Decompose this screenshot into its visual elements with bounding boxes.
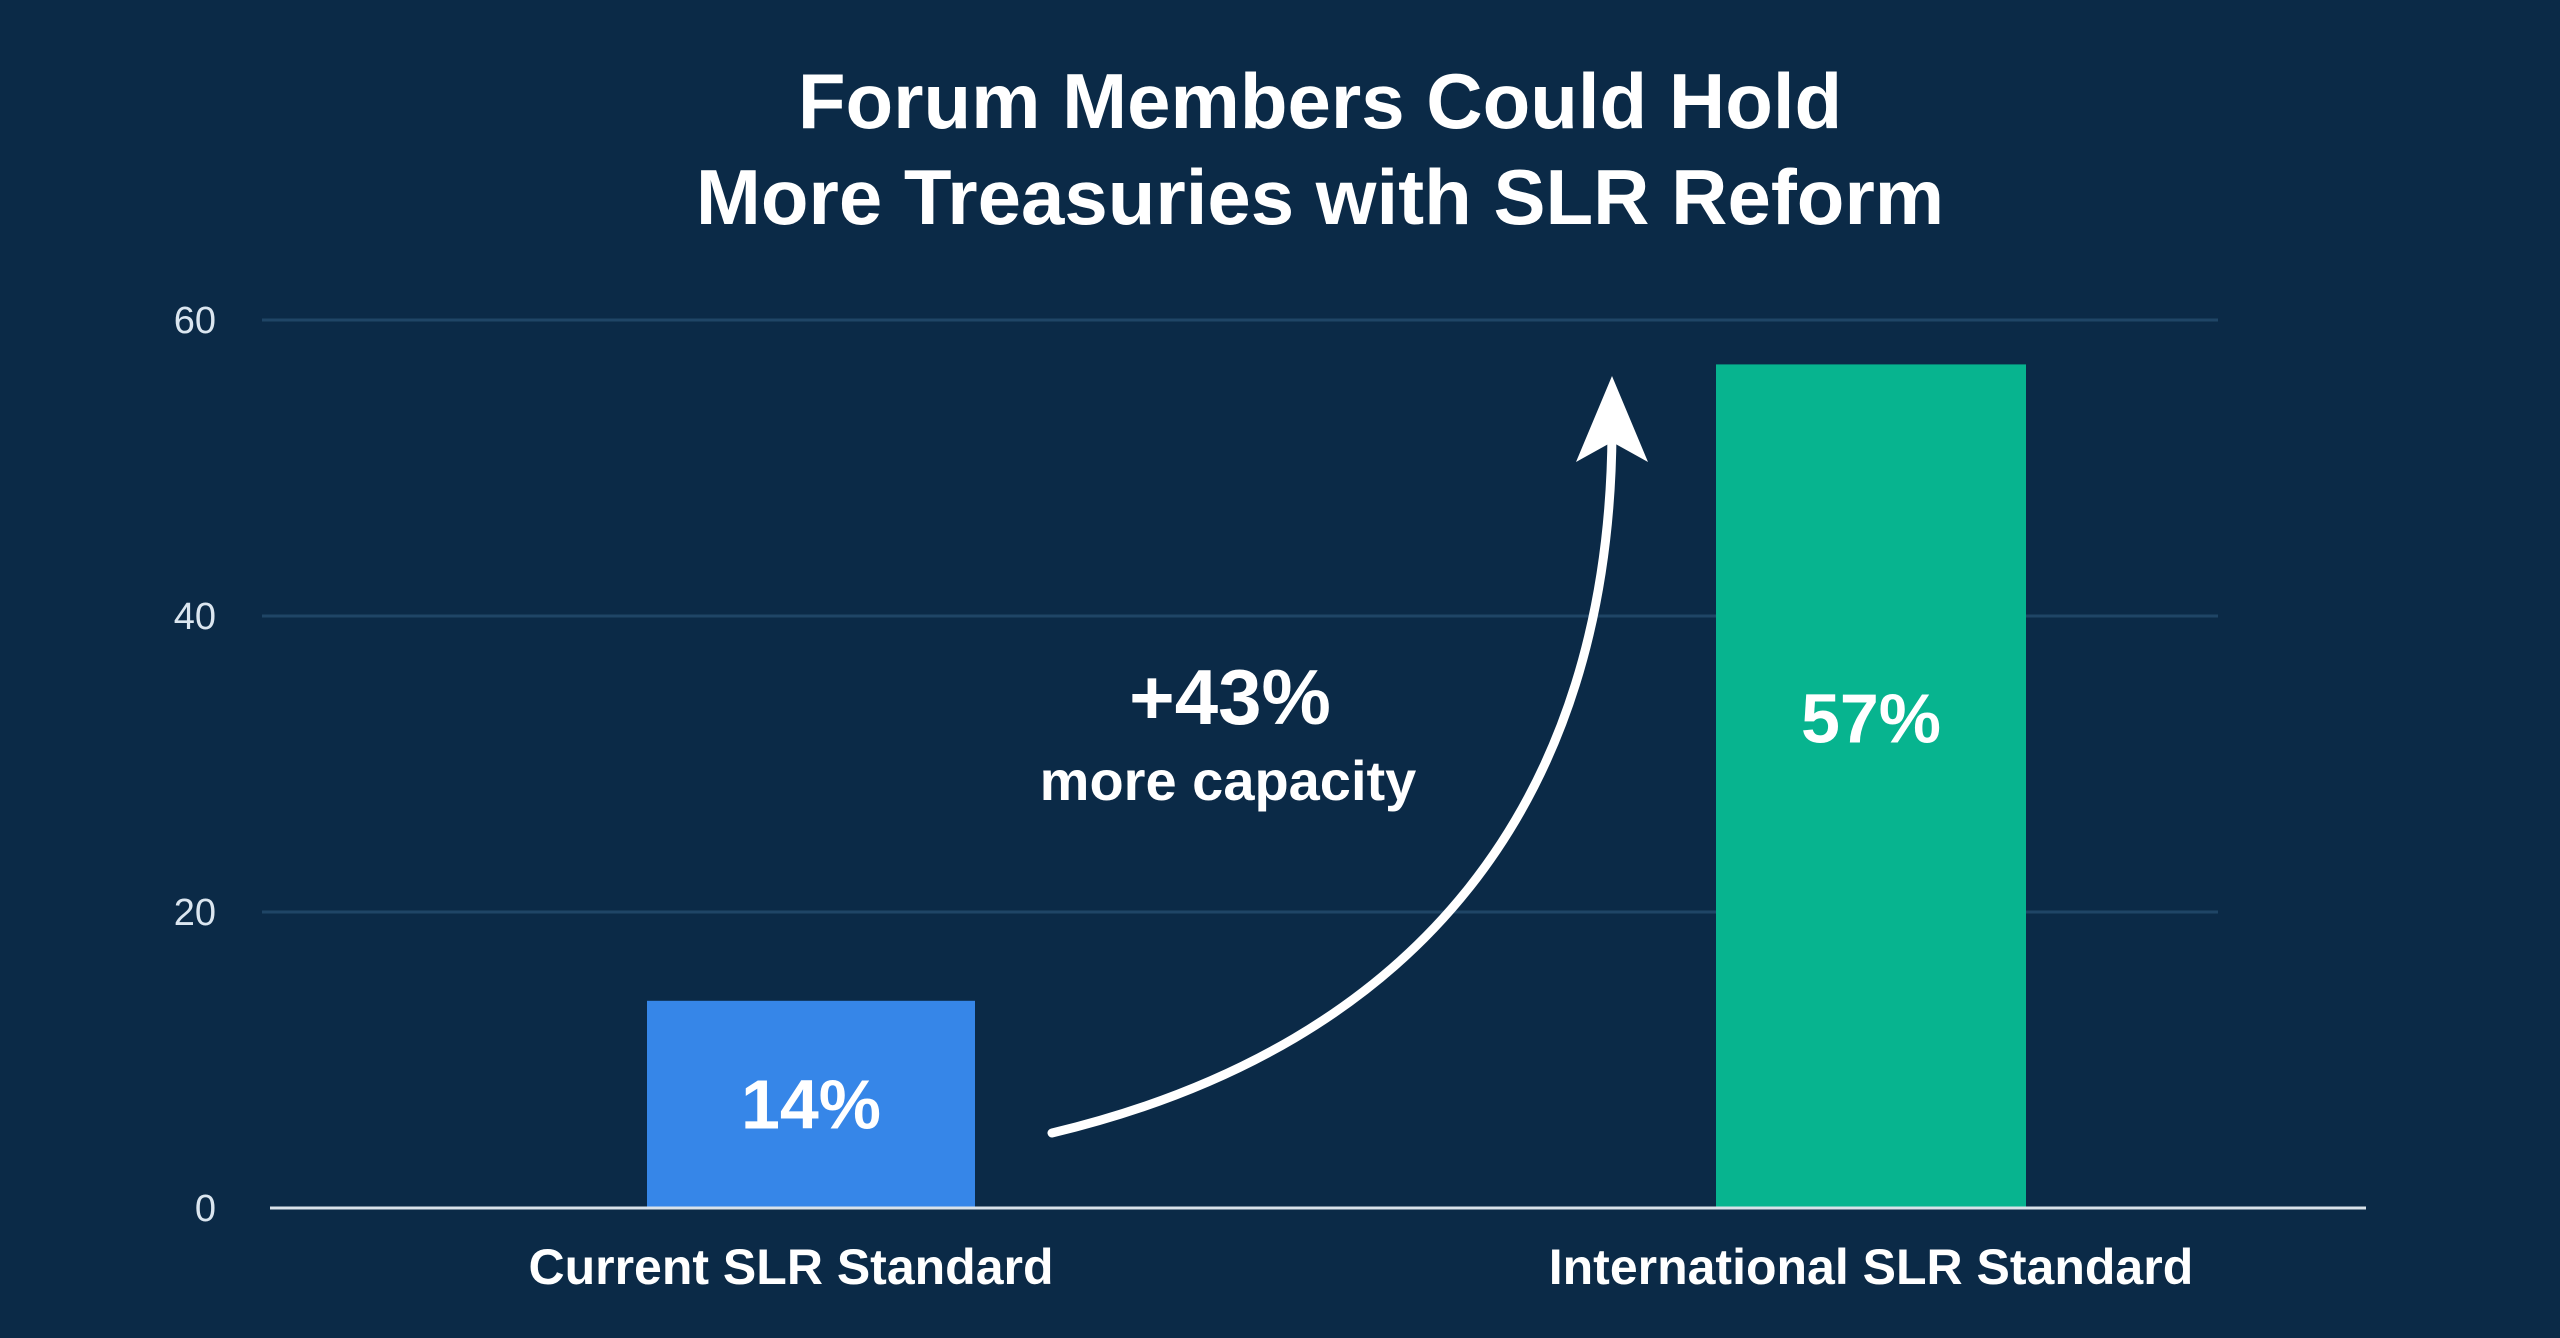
growth-arrow <box>1047 427 1617 1138</box>
bar-data-label: 57% <box>1801 680 1941 758</box>
x-category-label: International SLR Standard <box>1549 1239 2194 1295</box>
bars <box>647 364 2026 1208</box>
y-tick-label: 40 <box>174 596 216 638</box>
bar-data-labels: 14% 57% <box>741 680 1941 1144</box>
y-tick-label: 20 <box>174 892 216 934</box>
x-axis-labels: Current SLR Standard International SLR St… <box>528 1239 2193 1295</box>
annotation-text: more capacity <box>1040 749 1417 812</box>
arrowhead-icon <box>1576 376 1648 462</box>
y-tick-label: 60 <box>174 300 216 342</box>
y-tick-label: 0 <box>195 1188 216 1230</box>
annotation-value: +43% <box>1129 653 1331 741</box>
bar-international <box>1716 364 2026 1208</box>
y-axis-ticks: 0 20 40 60 <box>174 300 216 1230</box>
chart-title-line-2: More Treasuries with SLR Reform <box>696 153 1944 241</box>
chart-title-line-1: Forum Members Could Hold <box>798 57 1842 145</box>
bar-current <box>647 1000 975 1208</box>
x-category-label: Current SLR Standard <box>528 1239 1053 1295</box>
bar-data-label: 14% <box>741 1065 881 1143</box>
